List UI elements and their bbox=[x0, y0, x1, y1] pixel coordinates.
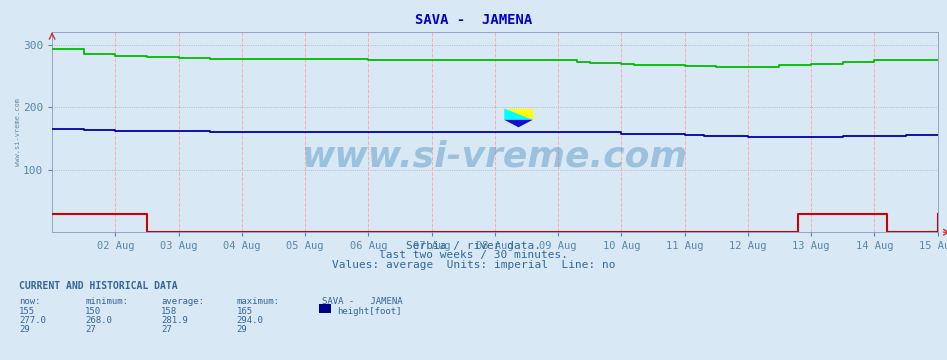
Text: last two weeks / 30 minutes.: last two weeks / 30 minutes. bbox=[379, 250, 568, 260]
Text: Serbia / river data.: Serbia / river data. bbox=[406, 241, 541, 251]
Text: 27: 27 bbox=[161, 325, 171, 334]
Text: Values: average  Units: imperial  Line: no: Values: average Units: imperial Line: no bbox=[331, 260, 616, 270]
Text: 294.0: 294.0 bbox=[237, 316, 263, 325]
Text: www.si-vreme.com: www.si-vreme.com bbox=[302, 139, 688, 173]
Text: SAVA -   JAMENA: SAVA - JAMENA bbox=[322, 297, 402, 306]
Text: now:: now: bbox=[19, 297, 41, 306]
Text: 155: 155 bbox=[19, 307, 35, 316]
Text: 165: 165 bbox=[237, 307, 253, 316]
Text: 268.0: 268.0 bbox=[85, 316, 112, 325]
Text: 158: 158 bbox=[161, 307, 177, 316]
Text: SAVA -  JAMENA: SAVA - JAMENA bbox=[415, 13, 532, 27]
Polygon shape bbox=[505, 109, 533, 120]
Text: www.si-vreme.com: www.si-vreme.com bbox=[15, 98, 22, 166]
Text: 277.0: 277.0 bbox=[19, 316, 45, 325]
Text: 27: 27 bbox=[85, 325, 96, 334]
Text: height[foot]: height[foot] bbox=[337, 307, 402, 316]
Text: CURRENT AND HISTORICAL DATA: CURRENT AND HISTORICAL DATA bbox=[19, 281, 178, 291]
Text: 281.9: 281.9 bbox=[161, 316, 188, 325]
Text: 29: 29 bbox=[19, 325, 29, 334]
Text: maximum:: maximum: bbox=[237, 297, 279, 306]
Polygon shape bbox=[505, 120, 533, 127]
Text: 29: 29 bbox=[237, 325, 247, 334]
Text: average:: average: bbox=[161, 297, 204, 306]
Polygon shape bbox=[505, 109, 533, 120]
Text: 150: 150 bbox=[85, 307, 101, 316]
Text: minimum:: minimum: bbox=[85, 297, 128, 306]
